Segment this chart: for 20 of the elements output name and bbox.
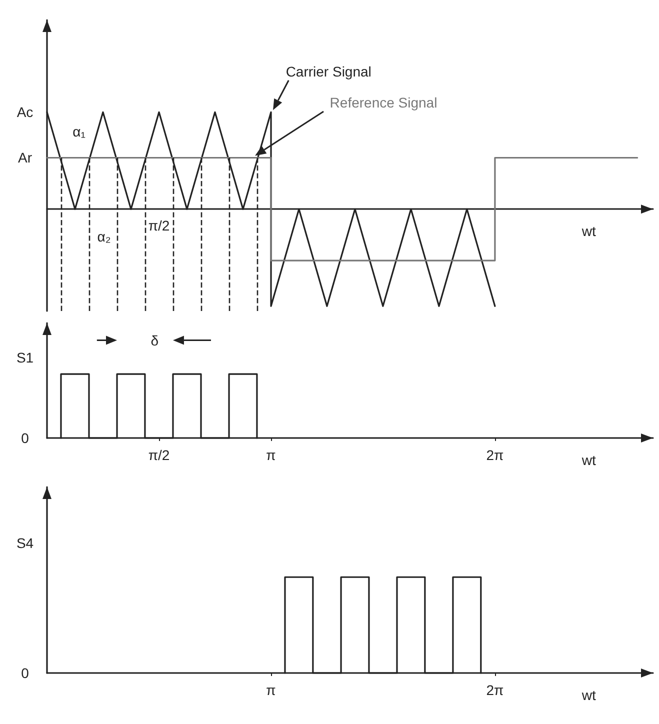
text: Ac	[16, 104, 34, 120]
x-tick-label: 2π	[486, 447, 504, 463]
x-axis-title: wt	[580, 452, 596, 468]
text: δ	[150, 332, 159, 348]
annotation: α₁	[72, 124, 86, 140]
annotation: π/2	[148, 218, 170, 234]
text: Carrier Signal	[286, 63, 372, 80]
text: Ar	[18, 150, 32, 166]
x-axis-title: wt	[580, 687, 596, 703]
text: 0	[21, 665, 30, 681]
y-axis-title: S4	[16, 534, 34, 551]
x-tick-label: π	[266, 447, 276, 463]
annotation: α₂	[97, 228, 111, 244]
text: 0	[21, 430, 30, 446]
x-tick-label: 2π	[486, 682, 504, 698]
x-tick-label: π	[266, 682, 276, 698]
text: Reference Signal	[330, 94, 438, 110]
x-axis-title: wt	[580, 223, 596, 240]
y-axis-title: S1	[16, 350, 34, 366]
x-tick-label: π/2	[148, 447, 170, 463]
